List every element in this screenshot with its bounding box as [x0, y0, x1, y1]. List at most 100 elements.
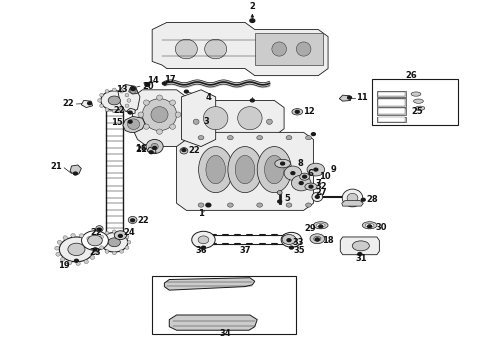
Ellipse shape — [347, 193, 358, 203]
Text: 18: 18 — [322, 236, 334, 245]
Circle shape — [287, 239, 291, 242]
Ellipse shape — [57, 240, 62, 244]
Ellipse shape — [265, 156, 284, 184]
Text: 32: 32 — [316, 182, 327, 191]
Text: 25: 25 — [411, 107, 423, 116]
Circle shape — [201, 246, 205, 249]
Circle shape — [131, 88, 135, 90]
Ellipse shape — [120, 108, 123, 112]
Polygon shape — [340, 237, 379, 255]
Polygon shape — [133, 90, 186, 147]
Circle shape — [88, 102, 92, 105]
Ellipse shape — [125, 93, 129, 97]
Circle shape — [278, 200, 282, 203]
Circle shape — [119, 234, 122, 237]
Circle shape — [361, 198, 365, 201]
Text: 29: 29 — [304, 224, 316, 233]
Circle shape — [312, 133, 316, 136]
Ellipse shape — [128, 216, 137, 224]
Ellipse shape — [352, 241, 369, 251]
Ellipse shape — [180, 148, 188, 154]
Text: 23: 23 — [89, 248, 101, 257]
Circle shape — [368, 225, 371, 228]
Ellipse shape — [342, 189, 363, 207]
Circle shape — [290, 246, 294, 249]
Ellipse shape — [292, 109, 303, 115]
Ellipse shape — [125, 246, 129, 249]
Ellipse shape — [108, 96, 121, 105]
Bar — [378, 117, 405, 122]
Ellipse shape — [292, 175, 311, 191]
Text: 30: 30 — [376, 222, 388, 231]
Ellipse shape — [71, 234, 75, 237]
Circle shape — [145, 83, 150, 86]
Text: 19: 19 — [58, 261, 70, 270]
Circle shape — [250, 19, 255, 22]
Ellipse shape — [127, 99, 131, 102]
Circle shape — [184, 90, 188, 93]
Ellipse shape — [90, 256, 95, 260]
Ellipse shape — [101, 233, 128, 252]
Circle shape — [347, 96, 351, 99]
Ellipse shape — [235, 156, 255, 184]
Ellipse shape — [94, 247, 98, 251]
Circle shape — [74, 259, 78, 262]
Ellipse shape — [120, 231, 123, 235]
Ellipse shape — [306, 203, 312, 207]
Text: 24: 24 — [124, 228, 136, 237]
Bar — [255, 33, 323, 65]
Ellipse shape — [287, 236, 296, 243]
Circle shape — [316, 195, 319, 198]
Text: 1: 1 — [198, 210, 204, 219]
Ellipse shape — [144, 100, 149, 105]
Bar — [377, 117, 406, 122]
Ellipse shape — [99, 104, 103, 108]
Ellipse shape — [281, 232, 302, 247]
Polygon shape — [123, 116, 145, 132]
Ellipse shape — [257, 147, 292, 193]
Text: 15: 15 — [111, 118, 123, 127]
Polygon shape — [342, 201, 363, 206]
Ellipse shape — [296, 42, 311, 56]
Text: 33: 33 — [293, 238, 304, 247]
Circle shape — [128, 111, 132, 114]
Bar — [378, 92, 405, 96]
Circle shape — [250, 99, 254, 102]
Ellipse shape — [68, 261, 72, 265]
Ellipse shape — [60, 257, 65, 261]
Ellipse shape — [68, 243, 85, 256]
Text: 27: 27 — [316, 188, 327, 197]
Text: 17: 17 — [164, 75, 176, 84]
Text: 8: 8 — [297, 159, 303, 168]
Ellipse shape — [305, 183, 317, 190]
Bar — [152, 276, 296, 334]
Circle shape — [295, 111, 299, 113]
Polygon shape — [129, 88, 138, 94]
Circle shape — [319, 225, 323, 228]
Ellipse shape — [362, 222, 377, 229]
Ellipse shape — [414, 99, 423, 103]
Polygon shape — [81, 100, 93, 108]
Ellipse shape — [317, 224, 325, 227]
Ellipse shape — [138, 112, 144, 117]
Ellipse shape — [120, 90, 123, 93]
Ellipse shape — [96, 226, 103, 232]
Text: 16: 16 — [136, 144, 147, 153]
Ellipse shape — [365, 224, 374, 227]
Polygon shape — [181, 90, 216, 147]
Ellipse shape — [112, 109, 116, 113]
Ellipse shape — [314, 236, 321, 241]
Ellipse shape — [411, 92, 421, 96]
Ellipse shape — [76, 262, 80, 265]
Circle shape — [291, 172, 295, 175]
Ellipse shape — [203, 107, 228, 130]
Ellipse shape — [56, 252, 60, 256]
Ellipse shape — [151, 143, 158, 150]
Text: 22: 22 — [114, 106, 125, 115]
Circle shape — [131, 87, 135, 89]
Circle shape — [131, 219, 135, 222]
Text: 5: 5 — [284, 194, 290, 203]
Ellipse shape — [198, 236, 209, 244]
Ellipse shape — [144, 124, 149, 129]
Text: 20: 20 — [143, 82, 154, 91]
